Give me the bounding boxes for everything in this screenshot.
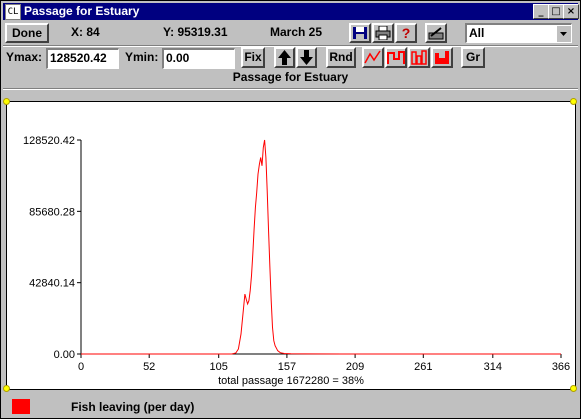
title-bar: CL Passage for Estuary _ □ × — [3, 3, 579, 20]
ymin-input[interactable]: 0.00 — [162, 48, 235, 69]
rnd-button[interactable]: Rnd — [326, 47, 356, 68]
save-icon[interactable] — [349, 23, 371, 43]
window-title: Passage for Estuary — [24, 4, 140, 18]
minimize-button[interactable]: _ — [533, 4, 549, 19]
y-tick-label: 85680.28 — [29, 206, 75, 218]
x-tick-label: 366 — [552, 361, 570, 373]
close-button[interactable]: × — [563, 4, 579, 19]
y-tick-label: 0.00 — [54, 349, 75, 361]
x-tick-label: 314 — [484, 361, 502, 373]
series-select-value: All — [469, 26, 485, 40]
bar-outline-icon[interactable] — [408, 47, 430, 68]
ymin-label: Ymin: — [125, 50, 159, 64]
chart-subtitle: Passage for Estuary — [232, 70, 349, 84]
y-tick-label: 128520.42 — [23, 135, 75, 147]
plot-area[interactable]: 0 52 105 157 209 261 314 366 0.00 42840.14 85680.2… — [6, 101, 576, 390]
x-tick-label: 261 — [414, 361, 432, 373]
maximize-button[interactable]: □ — [548, 4, 564, 19]
down-arrow-icon[interactable] — [296, 47, 317, 68]
step-chart-icon[interactable] — [385, 47, 407, 68]
x-tick-label: 0 — [78, 361, 84, 373]
up-arrow-icon[interactable] — [274, 47, 295, 68]
x-tick-label: 157 — [278, 361, 296, 373]
series-select[interactable]: All — [465, 23, 572, 43]
fix-button[interactable]: Fix — [241, 47, 265, 68]
date-readout: March 25 — [270, 25, 323, 39]
done-button[interactable]: Done — [5, 23, 49, 43]
line-chart-icon[interactable] — [362, 47, 384, 68]
resize-handle-top-right[interactable] — [570, 98, 577, 105]
ymax-label: Ymax: — [6, 50, 43, 64]
line-chart: 0 52 105 157 209 261 314 366 0.00 42840.14 85680.2… — [23, 135, 570, 387]
print-icon[interactable] — [372, 23, 394, 43]
gr-button[interactable]: Gr — [461, 47, 485, 68]
series-line — [81, 139, 561, 355]
app-icon[interactable]: CL — [5, 4, 21, 20]
x-readout: X: 84 — [71, 25, 100, 39]
bar-filled-icon[interactable] — [431, 47, 453, 68]
resize-handle-top-left[interactable] — [3, 98, 10, 105]
legend-label: Fish leaving (per day) — [71, 400, 195, 414]
x-tick-label: 105 — [210, 361, 228, 373]
x-tick-label: 209 — [346, 361, 364, 373]
resize-handle-bottom-right[interactable] — [570, 385, 577, 392]
y-tick-label: 42840.14 — [29, 278, 75, 290]
resize-handle-bottom-left[interactable] — [3, 385, 10, 392]
setup-icon[interactable] — [425, 23, 447, 43]
x-axis-label: total passage 1672280 = 38% — [218, 375, 364, 387]
help-icon[interactable]: ? — [395, 23, 417, 43]
chevron-down-icon[interactable] — [556, 25, 571, 42]
chart-header-divider — [3, 88, 578, 90]
x-tick-label: 52 — [143, 361, 155, 373]
ymax-input[interactable]: 128520.42 — [46, 48, 119, 69]
toolbar-divider — [3, 45, 578, 47]
legend-swatch — [12, 399, 30, 414]
y-readout: Y: 95319.31 — [163, 25, 228, 39]
